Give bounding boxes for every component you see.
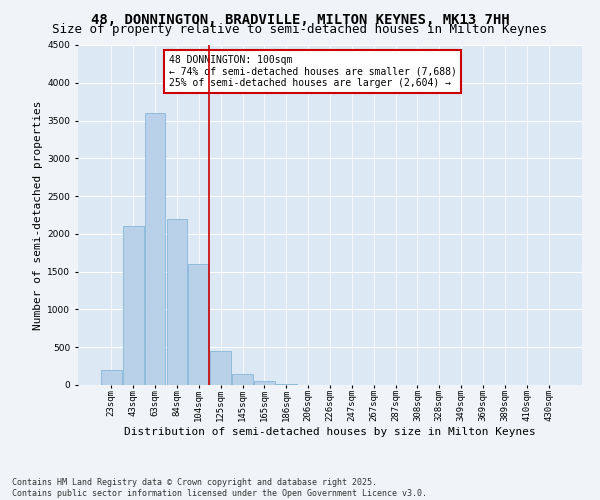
Bar: [210, 351, 231, 385]
Bar: [167, 219, 187, 385]
Text: Size of property relative to semi-detached houses in Milton Keynes: Size of property relative to semi-detach…: [53, 22, 548, 36]
Bar: [232, 374, 253, 385]
Bar: [145, 113, 166, 385]
Text: Contains HM Land Registry data © Crown copyright and database right 2025.
Contai: Contains HM Land Registry data © Crown c…: [12, 478, 427, 498]
Bar: [123, 226, 143, 385]
Bar: [276, 384, 296, 385]
Y-axis label: Number of semi-detached properties: Number of semi-detached properties: [33, 100, 43, 330]
Text: 48 DONNINGTON: 100sqm
← 74% of semi-detached houses are smaller (7,688)
25% of s: 48 DONNINGTON: 100sqm ← 74% of semi-deta…: [169, 55, 457, 88]
X-axis label: Distribution of semi-detached houses by size in Milton Keynes: Distribution of semi-detached houses by …: [124, 427, 536, 437]
Text: 48, DONNINGTON, BRADVILLE, MILTON KEYNES, MK13 7HH: 48, DONNINGTON, BRADVILLE, MILTON KEYNES…: [91, 12, 509, 26]
Bar: [254, 381, 275, 385]
Bar: [101, 370, 122, 385]
Bar: [188, 264, 209, 385]
